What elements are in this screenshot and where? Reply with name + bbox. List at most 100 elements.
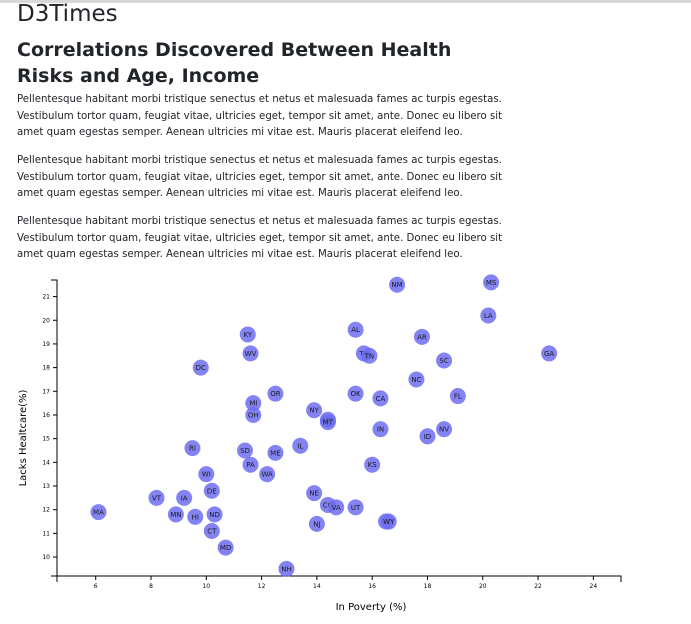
state-point[interactable]: NJ xyxy=(308,515,325,532)
state-circle[interactable] xyxy=(328,499,345,516)
state-point[interactable]: KS xyxy=(364,456,381,473)
state-circle[interactable] xyxy=(203,523,220,540)
state-circle[interactable] xyxy=(292,437,309,454)
state-point[interactable]: IN xyxy=(372,421,389,438)
state-circle[interactable] xyxy=(267,444,284,461)
state-point[interactable]: ND xyxy=(206,506,223,523)
top-border xyxy=(0,0,691,3)
x-tick: 14 xyxy=(313,576,321,590)
state-point[interactable]: FL xyxy=(449,388,466,405)
state-circle[interactable] xyxy=(408,371,425,388)
state-point[interactable]: WV xyxy=(242,345,259,362)
state-point[interactable]: RI xyxy=(184,440,201,457)
state-label: TN xyxy=(364,352,375,360)
state-point[interactable]: HI xyxy=(187,508,204,525)
state-circle[interactable] xyxy=(306,485,323,502)
state-circle[interactable] xyxy=(306,402,323,419)
state-point[interactable]: IL xyxy=(292,437,309,454)
state-circle[interactable] xyxy=(217,539,234,556)
state-circle[interactable] xyxy=(242,456,259,473)
state-circle[interactable] xyxy=(90,504,107,521)
state-circle[interactable] xyxy=(176,489,193,506)
state-point[interactable]: SD xyxy=(237,442,253,459)
state-circle[interactable] xyxy=(267,385,284,402)
state-point[interactable]: MI xyxy=(245,395,262,412)
state-point[interactable]: PA xyxy=(242,456,259,473)
state-point[interactable]: IA xyxy=(176,489,193,506)
state-circle[interactable] xyxy=(259,466,276,483)
state-point[interactable]: AL xyxy=(347,321,364,338)
state-circle[interactable] xyxy=(192,359,209,376)
state-point[interactable]: AR xyxy=(413,328,430,345)
state-point[interactable]: DC xyxy=(192,359,209,376)
state-circle[interactable] xyxy=(242,345,259,362)
state-point[interactable]: NH xyxy=(278,560,295,577)
state-point[interactable]: NY xyxy=(306,402,323,419)
state-circle[interactable] xyxy=(413,328,430,345)
state-point[interactable]: UT xyxy=(347,499,364,516)
state-circle[interactable] xyxy=(449,388,466,405)
state-point[interactable]: KY xyxy=(239,326,256,343)
state-circle[interactable] xyxy=(389,276,406,293)
state-circle[interactable] xyxy=(239,326,256,343)
state-circle[interactable] xyxy=(480,307,497,324)
state-circle[interactable] xyxy=(167,506,184,523)
state-point[interactable]: WA xyxy=(259,466,276,483)
state-circle[interactable] xyxy=(347,499,364,516)
x-tick-label: 22 xyxy=(534,583,542,590)
state-point[interactable]: OR xyxy=(267,385,284,402)
state-point[interactable]: MA xyxy=(90,504,107,521)
state-point[interactable]: MS xyxy=(483,274,500,291)
state-circle[interactable] xyxy=(419,428,436,445)
state-circle[interactable] xyxy=(148,489,165,506)
state-point[interactable]: VT xyxy=(148,489,165,506)
state-label: SC xyxy=(439,357,448,365)
state-circle[interactable] xyxy=(245,395,262,412)
state-circle[interactable] xyxy=(187,508,204,525)
state-circle[interactable] xyxy=(308,515,325,532)
state-circle[interactable] xyxy=(372,421,389,438)
state-point[interactable]: MN xyxy=(167,506,184,523)
state-point[interactable]: VA xyxy=(328,499,345,516)
state-circle[interactable] xyxy=(237,442,253,459)
state-point[interactable]: NV xyxy=(436,421,453,438)
state-label: WA xyxy=(261,471,273,479)
state-circle[interactable] xyxy=(319,414,336,431)
state-point[interactable]: MT xyxy=(319,414,336,431)
state-circle[interactable] xyxy=(541,345,558,362)
state-circle[interactable] xyxy=(364,456,381,473)
state-point[interactable]: DE xyxy=(203,482,220,499)
state-point[interactable]: SC xyxy=(436,352,453,369)
state-circle[interactable] xyxy=(436,352,453,369)
state-point[interactable]: LA xyxy=(480,307,497,324)
x-tick-label: 18 xyxy=(424,583,432,590)
state-circle[interactable] xyxy=(245,406,262,423)
state-circle[interactable] xyxy=(203,482,220,499)
state-point[interactable]: ID xyxy=(419,428,436,445)
state-point[interactable]: CT xyxy=(203,523,220,540)
state-circle[interactable] xyxy=(380,513,397,530)
state-circle[interactable] xyxy=(184,440,201,457)
state-point[interactable]: TN xyxy=(361,347,378,364)
state-circle[interactable] xyxy=(483,274,500,291)
state-point[interactable]: NM xyxy=(389,276,406,293)
state-point[interactable]: OK xyxy=(347,385,364,402)
y-tick-label: 18 xyxy=(42,365,50,372)
state-circle[interactable] xyxy=(361,347,378,364)
state-circle[interactable] xyxy=(372,390,389,407)
state-point[interactable]: WY xyxy=(380,513,397,530)
state-circle[interactable] xyxy=(436,421,453,438)
state-point[interactable]: OH xyxy=(245,406,262,423)
state-circle[interactable] xyxy=(206,506,223,523)
state-point[interactable]: NC xyxy=(408,371,425,388)
state-circle[interactable] xyxy=(347,321,364,338)
state-circle[interactable] xyxy=(278,560,295,577)
state-point[interactable]: NE xyxy=(306,485,323,502)
state-point[interactable]: GA xyxy=(541,345,558,362)
state-point[interactable]: CA xyxy=(372,390,389,407)
state-point[interactable]: MD xyxy=(217,539,234,556)
state-point[interactable]: WI xyxy=(198,466,215,483)
state-point[interactable]: ME xyxy=(267,444,284,461)
state-circle[interactable] xyxy=(198,466,215,483)
state-circle[interactable] xyxy=(347,385,364,402)
